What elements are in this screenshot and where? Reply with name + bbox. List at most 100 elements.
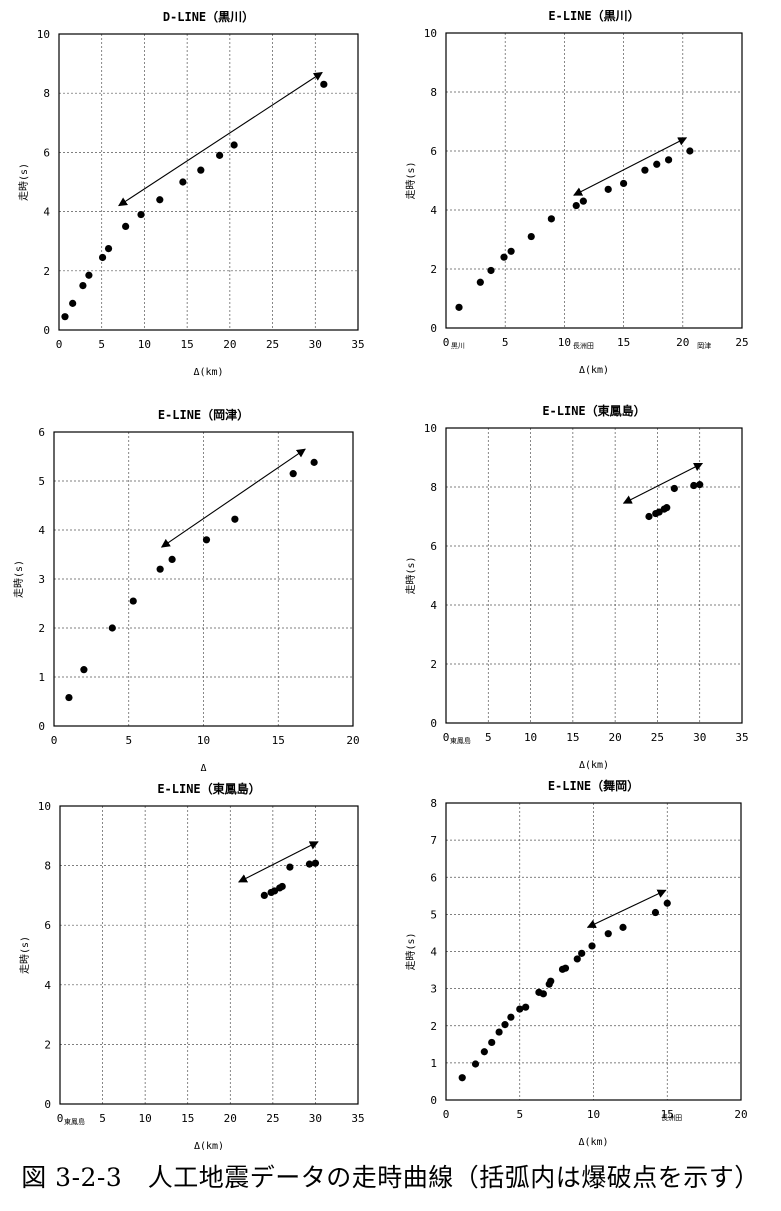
y-tick-label: 4 <box>430 204 437 217</box>
y-tick-label: 3 <box>38 573 45 586</box>
data-point <box>231 515 239 523</box>
x-tick-label: 10 <box>558 336 571 349</box>
trend-arrow <box>586 889 667 928</box>
x-tick-label: 0 <box>443 731 450 744</box>
y-tick-label: 0 <box>430 717 437 730</box>
data-point <box>61 313 69 321</box>
data-point <box>179 178 187 186</box>
y-tick-label: 0 <box>430 1094 437 1107</box>
data-point <box>455 303 463 311</box>
x-tick-label: 20 <box>676 336 689 349</box>
chart-title: E-LINE（黒川） <box>548 8 639 23</box>
x-tick-label: 35 <box>351 1112 364 1125</box>
y-axis-label: 走時(s) <box>405 932 417 970</box>
y-tick-label: 4 <box>44 979 51 992</box>
x-tick-label: 20 <box>224 1112 237 1125</box>
y-tick-label: 6 <box>430 145 437 158</box>
data-point <box>664 156 673 164</box>
y-tick-label: 4 <box>430 946 437 959</box>
y-tick-label: 6 <box>43 146 50 159</box>
y-tick-label: 4 <box>38 524 45 537</box>
data-point <box>547 977 555 985</box>
x-tick-label: 0 <box>57 1112 64 1125</box>
y-tick-label: 3 <box>430 983 437 996</box>
x-tick-label: 25 <box>651 731 664 744</box>
x-tick-label: 15 <box>566 731 579 744</box>
data-point <box>572 201 580 210</box>
plot-frame <box>59 805 359 1105</box>
y-tick-label: 4 <box>430 599 437 612</box>
chart-panel-4: 0 5 10 15 20 25 30 35 0 2 4 6 8 10 E-LINE（東鳳島） Δ(km) 走時(… <box>405 403 749 771</box>
y-tick-label: 5 <box>38 475 45 488</box>
data-point <box>480 1048 488 1056</box>
data-point <box>80 666 88 674</box>
x-tick-label: 0 <box>443 336 450 349</box>
y-tick-label: 2 <box>43 265 50 278</box>
data-point <box>156 196 164 204</box>
x-tick-label: 5 <box>516 1108 523 1121</box>
y-tick-label: 8 <box>430 86 437 99</box>
data-point <box>561 964 570 972</box>
x-tick-label: 5 <box>125 734 132 747</box>
x-tick-label: 10 <box>139 1112 152 1125</box>
data-point <box>588 942 596 950</box>
data-point <box>522 1003 530 1011</box>
data-point <box>641 166 649 174</box>
data-point <box>547 215 555 223</box>
y-tick-label: 6 <box>430 540 437 553</box>
figure-panels: 0 5 10 15 20 25 30 350246810D-LINE（黒川）Δ(km)走時(s… <box>13 8 749 1150</box>
data-point <box>516 1005 524 1013</box>
data-point <box>278 882 286 891</box>
x-tick-label: 35 <box>351 338 364 351</box>
data-point <box>578 949 586 957</box>
data-point <box>495 1028 503 1036</box>
data-point <box>79 282 87 290</box>
x-tick-label: 20 <box>346 734 359 747</box>
data-point <box>696 481 704 489</box>
data-point <box>289 470 297 478</box>
x-tick-label: 15 <box>272 734 285 747</box>
x-axis-label: Δ(km) <box>193 367 223 378</box>
x-tick-label: 0 <box>56 338 63 351</box>
data-point <box>487 266 495 275</box>
data-point <box>539 990 547 998</box>
chart-panel-5: 0 5 10 15 20 25 30 35 0 2 4 6 8 10 E-LINE（東鳳島） Δ(km) 走時(… <box>19 781 365 1150</box>
data-point <box>651 908 660 917</box>
x-axis-label: Δ(km) <box>194 1141 224 1150</box>
data-point <box>604 185 612 193</box>
y-tick-label: 10 <box>424 422 437 435</box>
x-tick-label: 5 <box>98 338 105 351</box>
y-axis-label: 走時(s) <box>405 161 417 199</box>
y-tick-label: 0 <box>44 1098 51 1111</box>
plot-frame <box>58 33 359 331</box>
y-tick-label: 10 <box>37 28 50 41</box>
station-label: 長洲田 <box>573 342 594 350</box>
y-tick-label: 2 <box>44 1038 51 1051</box>
y-tick-label: 10 <box>424 27 437 40</box>
data-point <box>579 197 587 205</box>
chart-panel-1: 0 5 10 15 20 25 30 35 0 2 4 6 8 10 D-LINE（黒川） Δ(km) 走時(s… <box>18 9 365 378</box>
data-point <box>507 247 515 255</box>
figure-caption: 図 3-2-3 人工地震データの走時曲線（括弧内は爆破点を示す） <box>21 1163 760 1192</box>
y-tick-label: 6 <box>44 919 51 932</box>
chart-title: E-LINE（舞岡） <box>548 778 639 793</box>
data-point <box>320 80 328 88</box>
station-label: 黒川 <box>451 342 465 350</box>
data-point <box>527 232 535 241</box>
x-tick-label: 10 <box>138 338 151 351</box>
data-point <box>311 859 320 867</box>
trend-arrow <box>622 462 704 504</box>
y-axis-label: 走時(s) <box>18 163 30 201</box>
data-point <box>663 504 671 512</box>
chart-title: E-LINE（東鳳島） <box>157 781 260 796</box>
y-tick-label: 2 <box>430 658 437 671</box>
x-tick-label: 15 <box>181 338 194 351</box>
y-axis-label: 走時(s) <box>19 936 31 974</box>
x-tick-label: 15 <box>617 336 630 349</box>
y-tick-label: 2 <box>38 622 45 635</box>
trend-arrow <box>118 71 323 207</box>
y-tick-label: 2 <box>430 263 437 276</box>
plot-frame <box>445 802 742 1101</box>
x-tick-label: 5 <box>502 336 509 349</box>
data-point <box>604 930 612 938</box>
